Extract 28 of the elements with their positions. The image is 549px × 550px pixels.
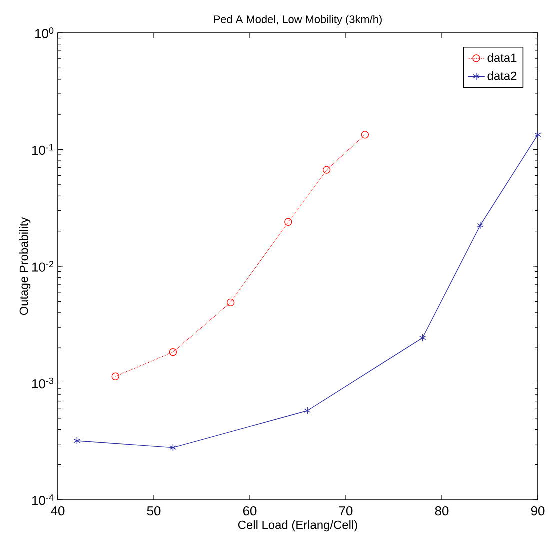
x-tick-label: 80 (436, 506, 449, 516)
x-tick-label: 90 (532, 506, 545, 516)
point (534, 131, 542, 139)
x-tick-label: 40 (51, 506, 65, 516)
y-tick-label: 10$^{-1}$ (32, 144, 54, 156)
point (420, 334, 426, 342)
legend-label: data1 (488, 53, 517, 62)
point (323, 166, 331, 174)
point (112, 372, 120, 380)
point (362, 131, 370, 139)
x-tick-label: 50 (148, 506, 161, 516)
y-tick-label: 10$^{-2}$ (32, 261, 54, 272)
point (477, 222, 484, 230)
point (170, 444, 177, 452)
y-tick-label: 10$^{-3}$ (32, 378, 54, 389)
legend-label: data2 (488, 72, 517, 80)
x-axis-title: Cell Load (Erlang/Cell) (238, 520, 358, 532)
chart-title: Ped A Model, Low Mobility (3km/h) (214, 15, 382, 26)
x-tick-label: 70 (340, 506, 353, 516)
point (284, 218, 292, 226)
y-tick-label: 10$^{0}$ (36, 28, 54, 38)
point (304, 407, 312, 415)
x-tick-label: 60 (244, 506, 257, 516)
y-axis-title: Outage Probability (20, 217, 31, 316)
point (170, 348, 178, 356)
point (74, 437, 81, 445)
y-tick-label: 10$^{-4}$ (32, 494, 54, 506)
point (227, 298, 235, 307)
